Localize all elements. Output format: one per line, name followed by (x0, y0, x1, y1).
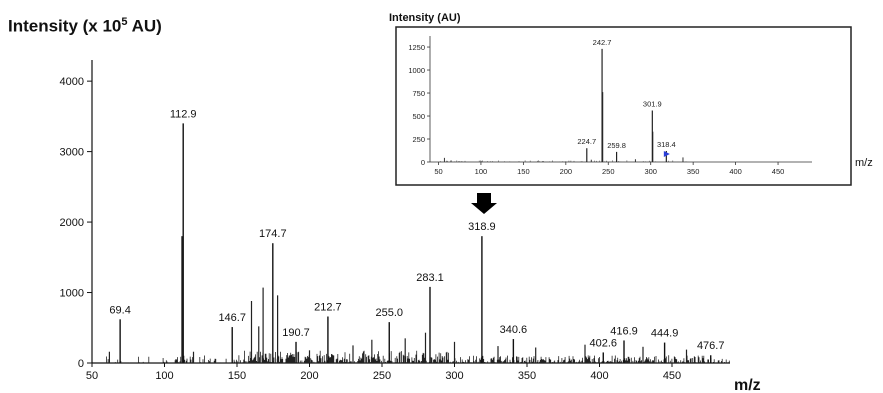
inset-spectrum-noise (438, 160, 689, 162)
x-tick-label: 100 (155, 370, 173, 382)
inset-x-tick-label: 400 (729, 167, 742, 176)
inset-x-tick-label: 50 (434, 167, 442, 176)
inset-y-tick-label: 1000 (408, 66, 425, 75)
inset-peak-label: 301.9 (643, 99, 662, 108)
inset-y-tick-label: 750 (412, 89, 425, 98)
peak-label: 190.7 (282, 327, 310, 339)
peak-label: 416.9 (610, 325, 638, 337)
inset-x-tick-label: 450 (772, 167, 785, 176)
x-tick-label: 450 (663, 370, 681, 382)
x-tick-label: 350 (518, 370, 536, 382)
inset-x-axis-title: m/z (855, 157, 873, 169)
x-tick-label: 250 (373, 370, 391, 382)
peak-label: 146.7 (218, 312, 246, 324)
inset-y-tick-label: 250 (412, 135, 425, 144)
peak-label: 476.7 (697, 340, 725, 352)
y-axis-title-text: Intensity (x 10 (8, 16, 122, 36)
x-tick-label: 50 (86, 370, 98, 382)
x-tick-label: 400 (590, 370, 608, 382)
arrow-shape (471, 193, 497, 214)
inset-x-tick-label: 200 (560, 167, 573, 176)
peak-label: 283.1 (416, 272, 444, 284)
inset-x-tick-label: 100 (475, 167, 488, 176)
inset-title: Intensity (AU) (389, 12, 461, 24)
down-arrow-icon (471, 193, 497, 214)
inset-peak-label: 318.4 (657, 140, 676, 149)
x-tick-label: 200 (300, 370, 318, 382)
y-tick-label: 4000 (60, 76, 84, 88)
peak-label: 340.6 (500, 324, 528, 336)
y-tick-label: 1000 (60, 288, 84, 300)
inset-y-tick-label: 500 (412, 112, 425, 121)
y-tick-label: 0 (78, 358, 84, 370)
inset-x-tick-label: 350 (687, 167, 700, 176)
inset-peak-label: 224.7 (577, 137, 596, 146)
inset-peak-label: 242.7 (593, 38, 612, 47)
y-tick-label: 2000 (60, 217, 84, 229)
inset-x-tick-label: 300 (644, 167, 657, 176)
y-tick-label: 3000 (60, 147, 84, 159)
peak-label: 112.9 (170, 108, 197, 120)
y-axis-title-exponent: 5 (121, 16, 128, 28)
y-axis-title: Intensity (x 105 AU) (8, 16, 162, 37)
x-tick-label: 300 (445, 370, 463, 382)
inset-frame (395, 26, 852, 186)
peak-label: 402.6 (590, 337, 618, 349)
inset-y-tick-label: 1250 (408, 43, 425, 52)
y-axis-title-unit: AU) (127, 16, 162, 36)
spectrum-noise (106, 350, 730, 363)
peak-label: 69.4 (109, 304, 130, 316)
x-axis-title: m/z (734, 377, 761, 393)
peak-label: 444.9 (651, 328, 679, 340)
inset-peak-label: 259.8 (607, 141, 626, 150)
peak-label: 318.9 (468, 221, 496, 233)
inset-x-tick-label: 150 (517, 167, 530, 176)
inset-y-tick-label: 0 (421, 158, 425, 167)
x-tick-label: 150 (228, 370, 246, 382)
inset-x-tick-label: 250 (602, 167, 615, 176)
peak-label: 255.0 (375, 307, 403, 319)
inset-spectrum-chart: Intensity (AU) 0 250 500 750 1000 1250 50 100 150… (389, 12, 873, 186)
peak-label: 174.7 (259, 228, 287, 240)
peak-label: 212.7 (314, 301, 342, 313)
selected-peak-marker-icon (663, 150, 670, 157)
